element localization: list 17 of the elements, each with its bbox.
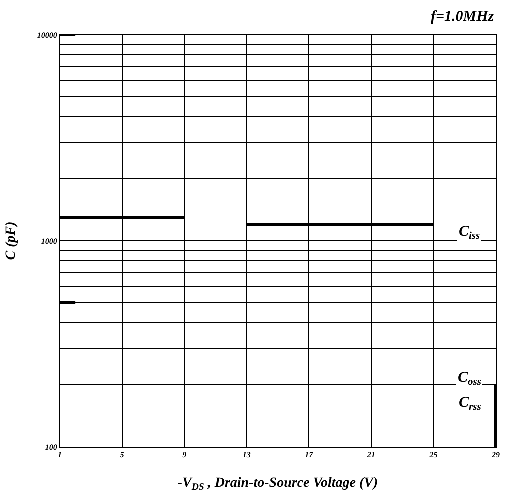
x-tick-label: 5 [120,450,124,460]
annotation: C$_{iss}$ [459,224,480,242]
chart-title: f=1.0MHz [431,9,494,25]
x-tick-label: 21 [366,450,376,460]
y-tick-label: 1000 [41,236,58,246]
x-tick-label: 29 [491,450,500,460]
x-tick-label: 1 [58,450,62,460]
x-tick-label: 9 [182,450,187,460]
y-axis-title: C (pF) [4,222,19,260]
x-axis-title: -V$_{DS}$ , Drain-to-Source Voltage (V) [178,476,378,493]
y-tick-label: 100 [45,442,58,452]
x-tick-label: 13 [242,450,251,460]
annotation: C$_{oss}$ [458,370,482,388]
x-tick-label: 17 [305,450,314,460]
annotation: C$_{rss}$ [459,395,482,414]
x-tick-label: 25 [428,450,438,460]
y-tick-label: 10000 [37,30,58,40]
